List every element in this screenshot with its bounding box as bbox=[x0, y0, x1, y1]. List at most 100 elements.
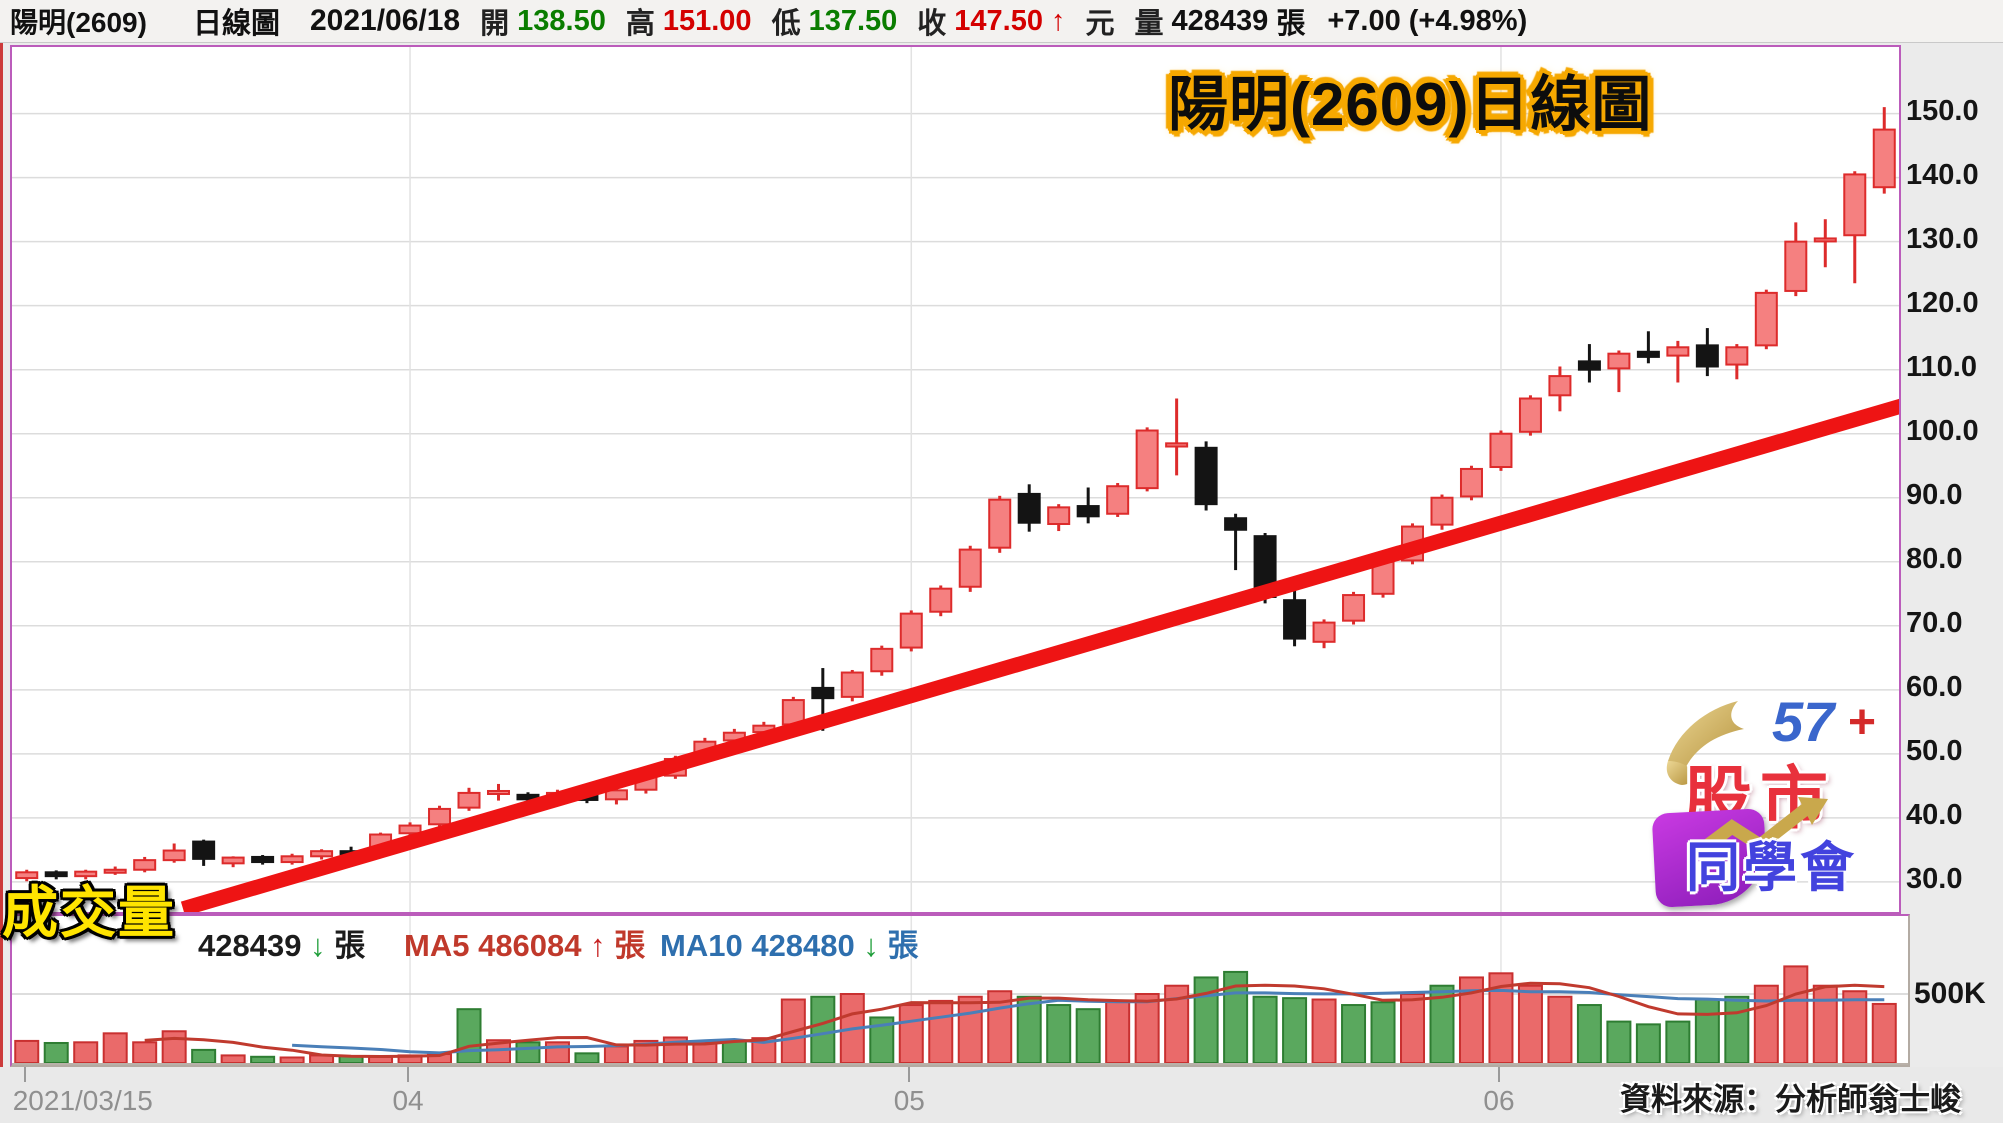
candle-body bbox=[251, 855, 275, 864]
candle-body bbox=[103, 868, 127, 874]
volume-bar bbox=[574, 1052, 600, 1064]
date-tickmark bbox=[1497, 1067, 1500, 1082]
volume-bar bbox=[721, 1039, 747, 1064]
volume-legend-number: 428439 bbox=[198, 928, 302, 963]
gold-arrow-icon bbox=[1695, 797, 1828, 859]
volume-bar bbox=[1635, 1023, 1661, 1064]
volume-bar bbox=[515, 1041, 541, 1065]
candle-body bbox=[1695, 344, 1719, 368]
close-label: 收 bbox=[917, 8, 947, 40]
volume-bar bbox=[1753, 984, 1779, 1064]
volume-bar bbox=[1724, 995, 1750, 1064]
candle-body bbox=[988, 498, 1012, 549]
candle-body bbox=[811, 686, 835, 700]
volume-bar bbox=[132, 1041, 158, 1065]
candle-body bbox=[1607, 352, 1631, 370]
volume-bar bbox=[928, 999, 954, 1064]
candle-body bbox=[1872, 128, 1896, 189]
price-tick-label: 50.0 bbox=[1906, 734, 1963, 767]
candle-body bbox=[1784, 240, 1808, 292]
volume-bar bbox=[1105, 999, 1131, 1064]
volume-bar bbox=[603, 1045, 629, 1065]
chart-title-overlay: 陽明(2609)日線圖 bbox=[1168, 71, 1653, 138]
candle-body bbox=[1017, 492, 1041, 524]
volume-bar bbox=[1812, 984, 1838, 1064]
candle-body bbox=[398, 824, 422, 835]
volume-bar bbox=[1311, 998, 1337, 1064]
volume-scale-label: 500K bbox=[1914, 977, 1986, 1010]
candle-body bbox=[1577, 360, 1601, 371]
volume-bar bbox=[1134, 993, 1160, 1064]
volume-bar bbox=[456, 1008, 482, 1064]
ma5-unit: 張 bbox=[614, 928, 646, 963]
candle-body bbox=[840, 671, 864, 698]
candle-body bbox=[1047, 506, 1071, 525]
candle-body bbox=[1135, 429, 1159, 490]
brand-watermark: 57 + 股市 同學會 bbox=[1651, 690, 1902, 913]
volume-bar bbox=[1783, 965, 1809, 1064]
candle-body bbox=[1725, 346, 1749, 366]
volume-legend-ma10: MA10 428480 ↓ 張 bbox=[660, 920, 919, 965]
candle-body bbox=[899, 612, 923, 649]
up-arrow-icon: ↑ bbox=[1051, 4, 1066, 37]
candle-body bbox=[929, 587, 953, 613]
volume-bar bbox=[1341, 1004, 1367, 1064]
price-tick-label: 80.0 bbox=[1906, 542, 1963, 575]
candle-body bbox=[74, 870, 98, 878]
price-tick-label: 100.0 bbox=[1906, 414, 1979, 447]
candle-body bbox=[192, 840, 216, 860]
date-tick-label: 05 bbox=[893, 1085, 925, 1116]
candle-body bbox=[1224, 517, 1248, 531]
price-tick-label: 130.0 bbox=[1906, 222, 1979, 255]
candle-body bbox=[133, 859, 157, 871]
candle-body bbox=[1165, 442, 1189, 448]
volume-bar bbox=[1400, 993, 1426, 1064]
volume-title-overlay: 成交量 bbox=[2, 881, 176, 944]
price-tick-label: 140.0 bbox=[1906, 158, 1979, 191]
candle-body bbox=[1843, 173, 1867, 237]
candlestick-chart[interactable] bbox=[12, 47, 1899, 912]
candle-body bbox=[1813, 237, 1837, 243]
volume-legend-ma5: MA5 486084 ↑ 張 bbox=[404, 920, 645, 965]
volume-panel: 428439 ↓ 張 MA5 486084 ↑ 張 MA10 428480 ↓ … bbox=[10, 914, 1910, 1067]
candle-body bbox=[1489, 432, 1513, 469]
currency-unit: 元 bbox=[1085, 8, 1115, 40]
candle-body bbox=[1342, 594, 1366, 622]
volume-bar bbox=[14, 1039, 40, 1064]
volume-chart[interactable] bbox=[12, 916, 1908, 1065]
volume-bar bbox=[1370, 1001, 1396, 1064]
price-tick-label: 90.0 bbox=[1906, 478, 1963, 511]
volume-bar bbox=[191, 1048, 217, 1064]
candle-body bbox=[1754, 291, 1778, 347]
volume-ma5-line bbox=[144, 981, 1885, 1059]
ma5-value: 486084 bbox=[478, 928, 582, 963]
volume-bar bbox=[1517, 984, 1543, 1064]
volume-label: 量 bbox=[1134, 8, 1164, 40]
volume-legend-value: 428439 ↓ 張 bbox=[198, 920, 365, 965]
candle-body bbox=[486, 789, 510, 795]
ma5-label: MA5 bbox=[404, 928, 470, 963]
ma10-label: MA10 bbox=[660, 928, 743, 963]
volume-value: 428439 bbox=[1171, 4, 1269, 37]
candle-body bbox=[1194, 446, 1218, 506]
volume-bar bbox=[1694, 998, 1720, 1064]
volume-bar bbox=[1547, 995, 1573, 1064]
logo-plus-icon: + bbox=[1848, 696, 1877, 749]
date-tickmark bbox=[23, 1067, 26, 1082]
low-value: 137.50 bbox=[808, 4, 898, 37]
volume-bar bbox=[43, 1041, 69, 1064]
volume-bar bbox=[102, 1032, 128, 1065]
date-tickmark bbox=[908, 1067, 911, 1082]
candle-body bbox=[162, 849, 186, 862]
price-tick-label: 60.0 bbox=[1906, 670, 1963, 703]
price-tick-label: 120.0 bbox=[1906, 286, 1979, 319]
ma10-value: 428480 bbox=[751, 928, 855, 963]
ma10-down-arrow-icon: ↓ bbox=[863, 928, 879, 963]
volume-bar bbox=[1576, 1004, 1602, 1064]
stock-name: 陽明(2609) bbox=[10, 7, 147, 38]
change-text: +7.00 (+4.98%) bbox=[1327, 4, 1528, 37]
source-note: 資料來源：分析師翁士峻 bbox=[1620, 1082, 1961, 1117]
logo-number: 57 bbox=[1772, 690, 1835, 753]
high-label: 高 bbox=[625, 8, 655, 40]
